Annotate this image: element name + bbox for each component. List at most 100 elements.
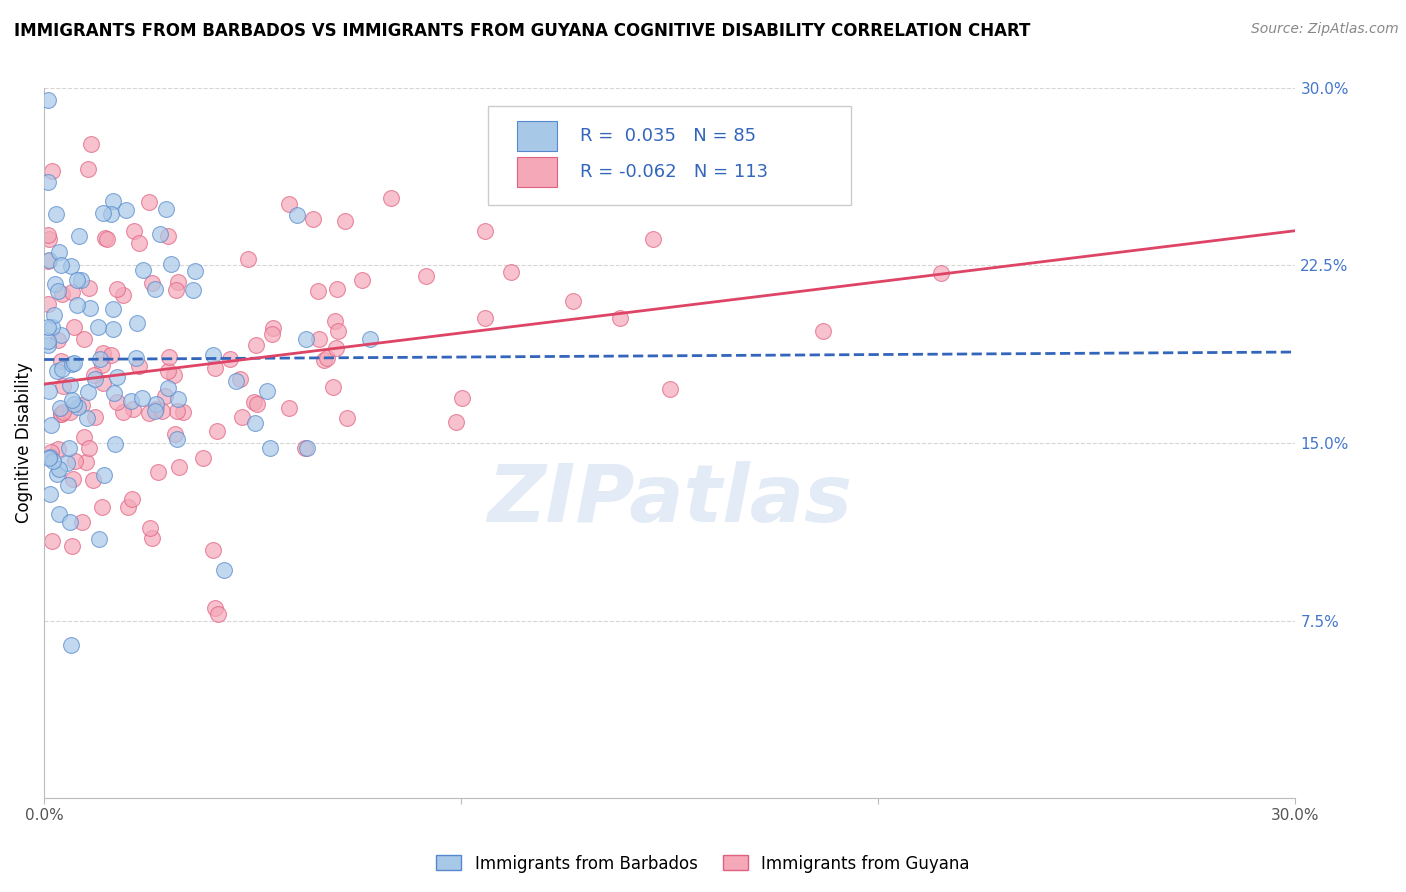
Point: [155, 389, 177, 403]
Point: [100, 207, 122, 221]
Point: [38, 486, 60, 500]
Point: [93, 376, 115, 390]
Point: [49, 354, 72, 368]
Point: [62, 356, 84, 370]
Point: [146, 465, 169, 479]
Point: [229, 372, 252, 386]
Point: [60, 393, 83, 408]
Point: [214, 563, 236, 577]
Point: [157, 228, 180, 243]
Point: [501, 265, 523, 279]
Point: [44, 277, 66, 291]
Point: [256, 384, 278, 399]
Point: [128, 235, 150, 250]
Text: R =  0.035   N = 85: R = 0.035 N = 85: [579, 128, 756, 145]
Point: [184, 264, 207, 278]
Point: [145, 402, 167, 417]
Point: [609, 311, 631, 326]
Point: [260, 326, 283, 341]
Point: [114, 202, 136, 217]
Text: Source: ZipAtlas.com: Source: ZipAtlas.com: [1251, 22, 1399, 37]
Point: [45, 467, 67, 481]
Point: [39, 417, 62, 432]
Point: [67, 229, 90, 244]
FancyBboxPatch shape: [517, 157, 557, 186]
Point: [205, 425, 228, 439]
Point: [150, 404, 173, 418]
Point: [90, 358, 112, 372]
Point: [67, 401, 90, 415]
Point: [73, 332, 96, 346]
Point: [41, 534, 63, 549]
Point: [59, 378, 82, 392]
Point: [73, 429, 96, 443]
Point: [658, 383, 681, 397]
Point: [55, 456, 77, 470]
Point: [91, 206, 114, 220]
Point: [52, 404, 75, 418]
Point: [37, 334, 59, 348]
Point: [163, 368, 186, 383]
Point: [157, 381, 180, 395]
Point: [308, 284, 330, 298]
Point: [91, 500, 114, 514]
Point: [120, 394, 142, 409]
Point: [165, 427, 187, 442]
Point: [100, 348, 122, 362]
Point: [112, 405, 135, 419]
Point: [225, 375, 247, 389]
Point: [59, 515, 82, 529]
Point: [89, 532, 111, 546]
Point: [204, 361, 226, 376]
Point: [132, 262, 155, 277]
Point: [359, 332, 381, 346]
Text: R = -0.062   N = 113: R = -0.062 N = 113: [579, 162, 768, 181]
FancyBboxPatch shape: [488, 105, 851, 205]
Point: [58, 441, 80, 455]
Point: [302, 212, 325, 227]
Point: [59, 404, 82, 418]
Point: [167, 392, 190, 407]
Point: [70, 273, 93, 287]
Point: [37, 175, 59, 189]
Point: [145, 397, 167, 411]
Point: [202, 542, 225, 557]
Point: [49, 258, 72, 272]
Point: [204, 600, 226, 615]
Point: [76, 385, 98, 400]
Point: [451, 391, 474, 405]
Point: [236, 252, 259, 266]
Text: IMMIGRANTS FROM BARBADOS VS IMMIGRANTS FROM GUYANA COGNITIVE DISABILITY CORRELAT: IMMIGRANTS FROM BARBADOS VS IMMIGRANTS F…: [14, 22, 1031, 40]
Point: [315, 351, 337, 365]
Point: [166, 433, 188, 447]
Point: [41, 164, 63, 178]
Point: [37, 297, 59, 311]
Point: [96, 232, 118, 246]
Point: [308, 332, 330, 346]
Point: [60, 638, 83, 652]
Point: [46, 333, 69, 347]
Point: [51, 362, 73, 376]
Point: [325, 313, 347, 327]
Point: [93, 467, 115, 482]
Point: [415, 269, 437, 284]
Point: [37, 338, 59, 352]
Point: [165, 284, 187, 298]
Point: [84, 409, 107, 424]
FancyBboxPatch shape: [517, 121, 557, 151]
Point: [295, 332, 318, 346]
Point: [143, 403, 166, 417]
Point: [75, 454, 97, 468]
Text: ZIPatlas: ZIPatlas: [488, 461, 852, 539]
Point: [219, 352, 242, 367]
Point: [143, 282, 166, 296]
Point: [929, 266, 952, 280]
Point: [314, 353, 336, 368]
Point: [285, 208, 308, 222]
Point: [446, 415, 468, 429]
Point: [246, 397, 269, 411]
Point: [48, 461, 70, 475]
Point: [38, 232, 60, 246]
Point: [148, 227, 170, 242]
Point: [294, 441, 316, 455]
